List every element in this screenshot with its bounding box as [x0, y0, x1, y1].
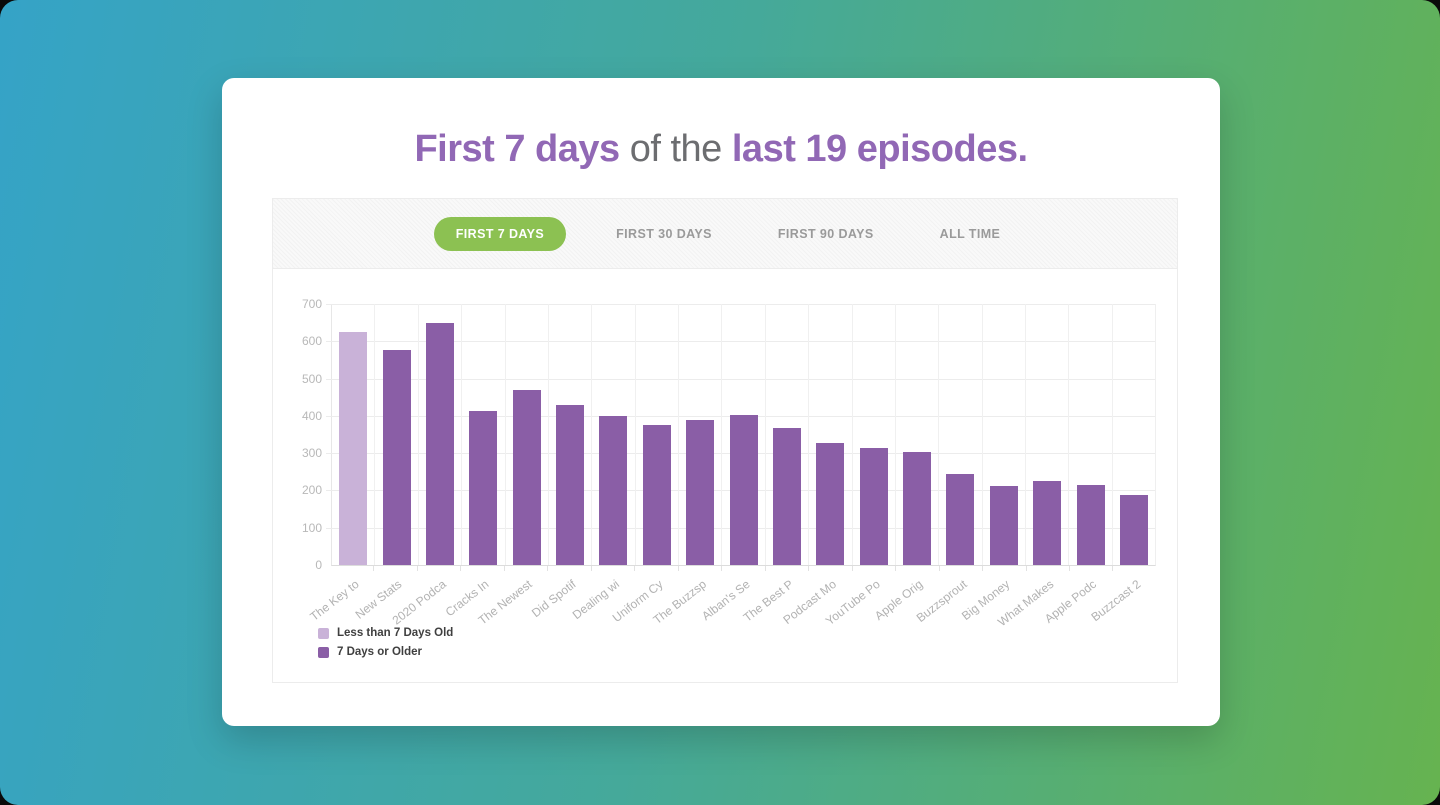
legend-swatch: [318, 646, 329, 658]
legend-swatch: [318, 627, 329, 639]
bar-uniform-cy[interactable]: [642, 425, 671, 565]
bar-slot: [721, 304, 764, 565]
bar-slot: [1025, 304, 1068, 565]
x-axis-labels: The Key to New Stats 2020 Podca Cracks In Th…: [307, 571, 1156, 629]
bar-slot: [808, 304, 851, 565]
bar-slot: [938, 304, 981, 565]
stats-card: First 7 days of the last 19 episodes. FI…: [222, 78, 1220, 726]
legend-label: 7 Days or Older: [337, 646, 423, 658]
bar-did-spotif[interactable]: [556, 405, 585, 565]
y-axis-tick-label: 200: [301, 483, 322, 498]
legend-item-7-days-or-older: 7 Days or Older: [318, 646, 453, 658]
bar-apple-orig[interactable]: [903, 451, 932, 565]
x-tick: [547, 566, 590, 571]
time-range-tabs: FIRST 7 DAYS FIRST 30 DAYS FIRST 90 DAYS AL…: [273, 199, 1177, 269]
chart-legend: Less than 7 Days Old 7 Days or Older: [318, 627, 453, 658]
x-tick: [938, 566, 982, 571]
x-axis-label: The Key to: [306, 577, 362, 624]
y-axis-tick-label: 300: [301, 446, 322, 461]
bar-slot: [851, 304, 895, 565]
x-axis-ticks: [331, 566, 1156, 571]
tab-all-time[interactable]: ALL TIME: [924, 217, 1017, 251]
x-tick: [634, 566, 677, 571]
bar-apple-podc[interactable]: [1076, 484, 1105, 565]
episode-downloads-bar-chart: 0 100 200 300 400 500 600 700 The Key to New Sta…: [273, 269, 1177, 682]
x-tick: [677, 566, 721, 571]
title-accent-left: First 7 days: [414, 128, 620, 170]
bar-slot: [547, 304, 591, 565]
x-tick: [460, 566, 503, 571]
bar-slot: [634, 304, 678, 565]
x-tick: [851, 566, 895, 571]
bar-the-key-to[interactable]: [339, 331, 368, 565]
bar-slot: [374, 304, 417, 565]
bar-what-makes[interactable]: [1033, 480, 1062, 565]
x-tick: [1112, 566, 1155, 571]
bar-slot: [678, 304, 721, 565]
x-tick: [590, 566, 634, 571]
x-tick: [764, 566, 808, 571]
x-tick: [1025, 566, 1069, 571]
bar-slot: [764, 304, 808, 565]
x-tick: [373, 566, 416, 571]
y-gridline: [326, 304, 1155, 305]
bar-the-best-p[interactable]: [772, 427, 801, 565]
title-accent-right: last 19 episodes.: [731, 128, 1028, 170]
tab-first-90-days[interactable]: FIRST 90 DAYS: [762, 217, 890, 251]
bar-the-buzzsp[interactable]: [686, 419, 715, 565]
x-tick: [503, 566, 547, 571]
legend-item-less-than-7-days-old: Less than 7 Days Old: [318, 627, 453, 639]
tab-first-30-days[interactable]: FIRST 30 DAYS: [600, 217, 728, 251]
page-title: First 7 days of the last 19 episodes.: [222, 128, 1220, 171]
bar-alban-s-se[interactable]: [729, 415, 758, 565]
bar-buzzsprout[interactable]: [946, 474, 975, 565]
x-tick: [416, 566, 460, 571]
bar-buzzcast-2[interactable]: [1119, 494, 1148, 565]
bar-slot: [981, 304, 1025, 565]
bar-dealing-wi[interactable]: [599, 415, 628, 565]
y-axis-tick-label: 400: [301, 408, 322, 423]
bar-2020-podca[interactable]: [425, 323, 454, 565]
bar-slot: [894, 304, 938, 565]
bar-slot: [1111, 304, 1155, 565]
legend-label: Less than 7 Days Old: [337, 627, 454, 639]
y-axis-tick-label: 600: [301, 334, 322, 349]
bar-slot: [332, 304, 374, 565]
bar-youtube-po[interactable]: [859, 448, 888, 565]
x-tick: [808, 566, 851, 571]
x-tick: [1068, 566, 1112, 571]
x-tick: [895, 566, 938, 571]
y-axis-tick-label: 100: [301, 520, 322, 535]
x-tick: [721, 566, 764, 571]
bar-big-money[interactable]: [989, 486, 1018, 565]
bar-slot: [504, 304, 548, 565]
y-axis-tick-label: 700: [301, 297, 322, 311]
y-axis-tick-label: 0: [315, 558, 322, 572]
y-axis-tick-label: 500: [301, 371, 322, 386]
y-gridline: [326, 378, 1155, 380]
bar-slot: [591, 304, 634, 565]
title-muted: of the: [619, 128, 732, 170]
tab-first-7-days[interactable]: FIRST 7 DAYS: [433, 216, 567, 251]
bar-new-stats[interactable]: [382, 349, 411, 565]
bar-podcast-mo[interactable]: [816, 443, 845, 565]
plot-area: 0 100 200 300 400 500 600 700: [302, 297, 1156, 572]
bar-the-newest[interactable]: [512, 389, 541, 565]
bar-slot: [461, 304, 504, 565]
bar-slot: [417, 304, 461, 565]
y-gridline: [326, 341, 1155, 343]
bar-cracks-in[interactable]: [469, 411, 498, 565]
bar-slot: [1068, 304, 1111, 565]
chart-panel: FIRST 7 DAYS FIRST 30 DAYS FIRST 90 DAYS AL…: [272, 198, 1178, 683]
x-tick: [982, 566, 1025, 571]
